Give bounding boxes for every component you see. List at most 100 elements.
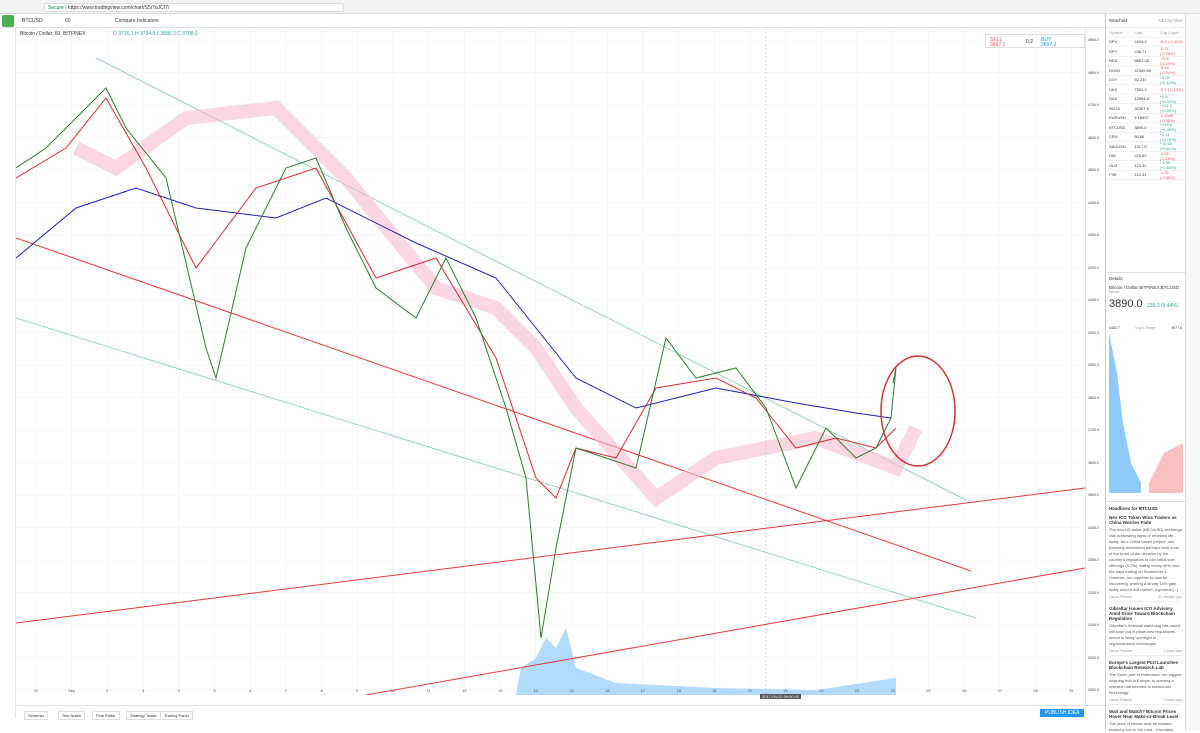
change: +0.09 (+0.10%) xyxy=(1159,74,1176,85)
headline-time: 3 hours ago xyxy=(1163,698,1183,702)
headlines-title: Headlines for BTCUSD xyxy=(1109,506,1158,511)
headline-title[interactable]: Europe's Largest Port Launches Blockchai… xyxy=(1109,660,1179,670)
bottom-tab[interactable]: Trading Panel xyxy=(160,711,193,720)
watchlist-row[interactable]: DIA 223.62 -0.05 (-0.26%) xyxy=(1106,151,1185,161)
watchlist-row[interactable]: SPY 248.71 -0.71 (-0.28%) xyxy=(1106,46,1185,57)
bottom-tab[interactable]: Text Notes xyxy=(58,711,85,720)
price-label: 4500.0 xyxy=(1088,168,1099,172)
price-label: 2900.0 xyxy=(1088,688,1099,692)
headline-body: The neo-US dollar (NEO/USD) exchange rat… xyxy=(1109,527,1182,592)
price-label: 4800.0 xyxy=(1088,70,1099,75)
interval[interactable]: 60 xyxy=(65,18,71,24)
time-label: 6 xyxy=(249,688,252,693)
watchlist-row[interactable]: DAX 12594.8 +2.5 (+0.02%) xyxy=(1106,94,1185,104)
sell-price: 3897.1 xyxy=(990,42,1006,48)
watchlist-row[interactable]: DOWI 22349.59 -5.64 (-0.04%) xyxy=(1106,65,1185,76)
price-line xyxy=(16,87,897,639)
headline-body: Gibraltar's financial watchdog has said … xyxy=(1109,623,1181,646)
watchlist-row[interactable]: XAUUSD 1317.5 +10.60 (+0.81%) xyxy=(1106,141,1185,152)
time-label: 15 xyxy=(569,688,574,693)
watchlist-row[interactable]: UKX 7301.3 -9.4 (-0.13%) xyxy=(1106,85,1185,95)
time-label: 31 xyxy=(34,688,39,693)
time-label: 20 xyxy=(748,688,753,693)
last: 223.62 xyxy=(1134,153,1147,159)
price-label: 3000.0 xyxy=(1088,655,1099,660)
headline-title[interactable]: Neo ICO Token Wins Traders as China Worr… xyxy=(1109,515,1177,525)
details-title: Details xyxy=(1109,276,1123,281)
watchlist-row[interactable]: GLD 124.32 +1.38 (+0.69%) xyxy=(1106,160,1185,171)
bottom-tab[interactable]: Strategy Tester xyxy=(126,711,161,720)
bottom-tab[interactable]: Screener xyxy=(24,711,49,720)
chart-toolbar: BTCUSD 60 Compare Indicators xyxy=(0,14,1105,28)
watchlist: Symbol Last Chg Chg% SPX 2494.2 -8.0 (-0.32%)… xyxy=(1106,28,1185,180)
moving-average xyxy=(16,97,897,499)
symbol: EURUSD xyxy=(1109,115,1126,121)
last: 124.32 xyxy=(1134,162,1147,168)
last: 1317.5 xyxy=(1134,143,1147,149)
last: 7301.3 xyxy=(1134,86,1147,92)
time-label: 23 xyxy=(855,688,860,693)
price-label: 4100.0 xyxy=(1088,298,1099,302)
time-label: 19 xyxy=(712,688,717,693)
compare[interactable]: Compare xyxy=(115,18,136,24)
watchlist-row[interactable]: NDX 5851.28 -70.5 (-1.19%) xyxy=(1106,56,1185,66)
watchlist-row[interactable]: DXY 92.237 +0.09 (+0.10%) xyxy=(1106,74,1185,85)
symbol: SPY xyxy=(1109,48,1118,54)
symbol[interactable]: BTCUSD xyxy=(22,18,43,24)
price-label: 4400.0 xyxy=(1088,200,1099,205)
watchlist-row[interactable]: EURUSD 1.18407 -0.0066 (-0.55%) xyxy=(1106,113,1185,123)
last: 92.237 xyxy=(1134,77,1147,83)
time-label: 28 xyxy=(1033,688,1038,693)
price-label: 3100.0 xyxy=(1088,623,1099,627)
headline-title[interactable]: Gibraltar Issues ICO Advisory Amid Drive… xyxy=(1109,606,1175,621)
symbol: NI225 xyxy=(1109,105,1120,111)
price-label: 3700.0 xyxy=(1088,428,1099,432)
legend-title: Bitcoin / Dollar, 60, BITFINEX xyxy=(20,31,86,37)
logo[interactable] xyxy=(2,15,14,27)
spread: 0.2 xyxy=(1026,39,1033,45)
url: https://www.tradingview.com/chart/S5rToJ… xyxy=(67,5,170,11)
chart: 31 Sep 2 3 4 5 6 7 8 9 10 11 12 13 14 15 16 17 18 19 20 21 22 2… xyxy=(16,28,1085,695)
time-label: 18 xyxy=(676,688,681,693)
indicators[interactable]: Indicators xyxy=(137,18,159,24)
watchlist-row[interactable]: SPX 2494.2 -8.0 (-0.32%) xyxy=(1106,38,1185,47)
sell[interactable]: SELL xyxy=(990,37,1003,43)
symbol: DXY xyxy=(1109,77,1118,83)
headline-source: Yahoo Finance xyxy=(1109,595,1133,599)
bottom-tab[interactable]: Pine Editor xyxy=(92,711,120,720)
change: +1.38 (+0.69%) xyxy=(1159,160,1176,171)
watchlist-title[interactable]: Watchlist xyxy=(1109,18,1128,23)
details-name: Bitcoin / Dollar BITFINEX:BTCUSD xyxy=(1109,285,1180,290)
time-label: 10 xyxy=(391,688,396,693)
symbol: NDX xyxy=(1109,58,1118,64)
watchlist-row[interactable]: FXE 114.31 -1.02 (-0.88%) xyxy=(1106,169,1185,180)
details-price: 3890.0 xyxy=(1109,298,1143,310)
order-widget[interactable]: SELL 3897.1 0.2 BUY 3897.3 xyxy=(985,34,1085,48)
bottom-panel: Screener Text Notes Pine Editor Strategy Te… xyxy=(16,705,1105,731)
time-label: 3 xyxy=(142,688,145,693)
watchlist-row[interactable]: BTCUSD 3890.0 +235.8 (+6.46%) xyxy=(1106,122,1185,133)
last: 2494.2 xyxy=(1134,39,1147,45)
buy[interactable]: BUY xyxy=(1041,37,1052,43)
symbol: DAX xyxy=(1109,96,1118,102)
change: -1.02 (-0.88%) xyxy=(1159,169,1175,180)
last: 1.18407 xyxy=(1134,115,1149,121)
price-label: 3200.0 xyxy=(1088,590,1099,595)
price-label: 4200.0 xyxy=(1088,265,1099,270)
watchlist-row[interactable]: NI225 20397.6 +101.1 (+0.50%) xyxy=(1106,103,1185,114)
time-label: 5 xyxy=(213,688,216,693)
watchlist-row[interactable]: CRU 50.86 +0.41 (+0.76%) xyxy=(1106,132,1185,142)
address-bar[interactable]: Secure | https://www.tradingview.com/cha… xyxy=(44,3,344,12)
headline-time: 2 hours ago xyxy=(1163,649,1183,653)
headline-body: The Dutch port of Rotterdam, the biggest… xyxy=(1109,672,1182,695)
headline-meta: Yahoo Finance 2 hours ago xyxy=(1109,649,1182,656)
time-label: 8 xyxy=(320,688,323,693)
change: +10.60 (+0.81%) xyxy=(1159,141,1176,152)
add-symbol[interactable]: Add Symbol xyxy=(1157,18,1182,23)
price-label: 3900.0 xyxy=(1088,363,1099,367)
publish-button[interactable]: PUBLISH IDEA xyxy=(1040,709,1085,717)
headline-title[interactable]: Wait and Watch? Bitcoin Prices Hover Nea… xyxy=(1109,709,1179,719)
price-label: 3300.0 xyxy=(1088,558,1099,562)
change: -8.0 (-0.32%) xyxy=(1159,39,1183,45)
browser-bar: Secure | https://www.tradingview.com/cha… xyxy=(0,0,1200,14)
